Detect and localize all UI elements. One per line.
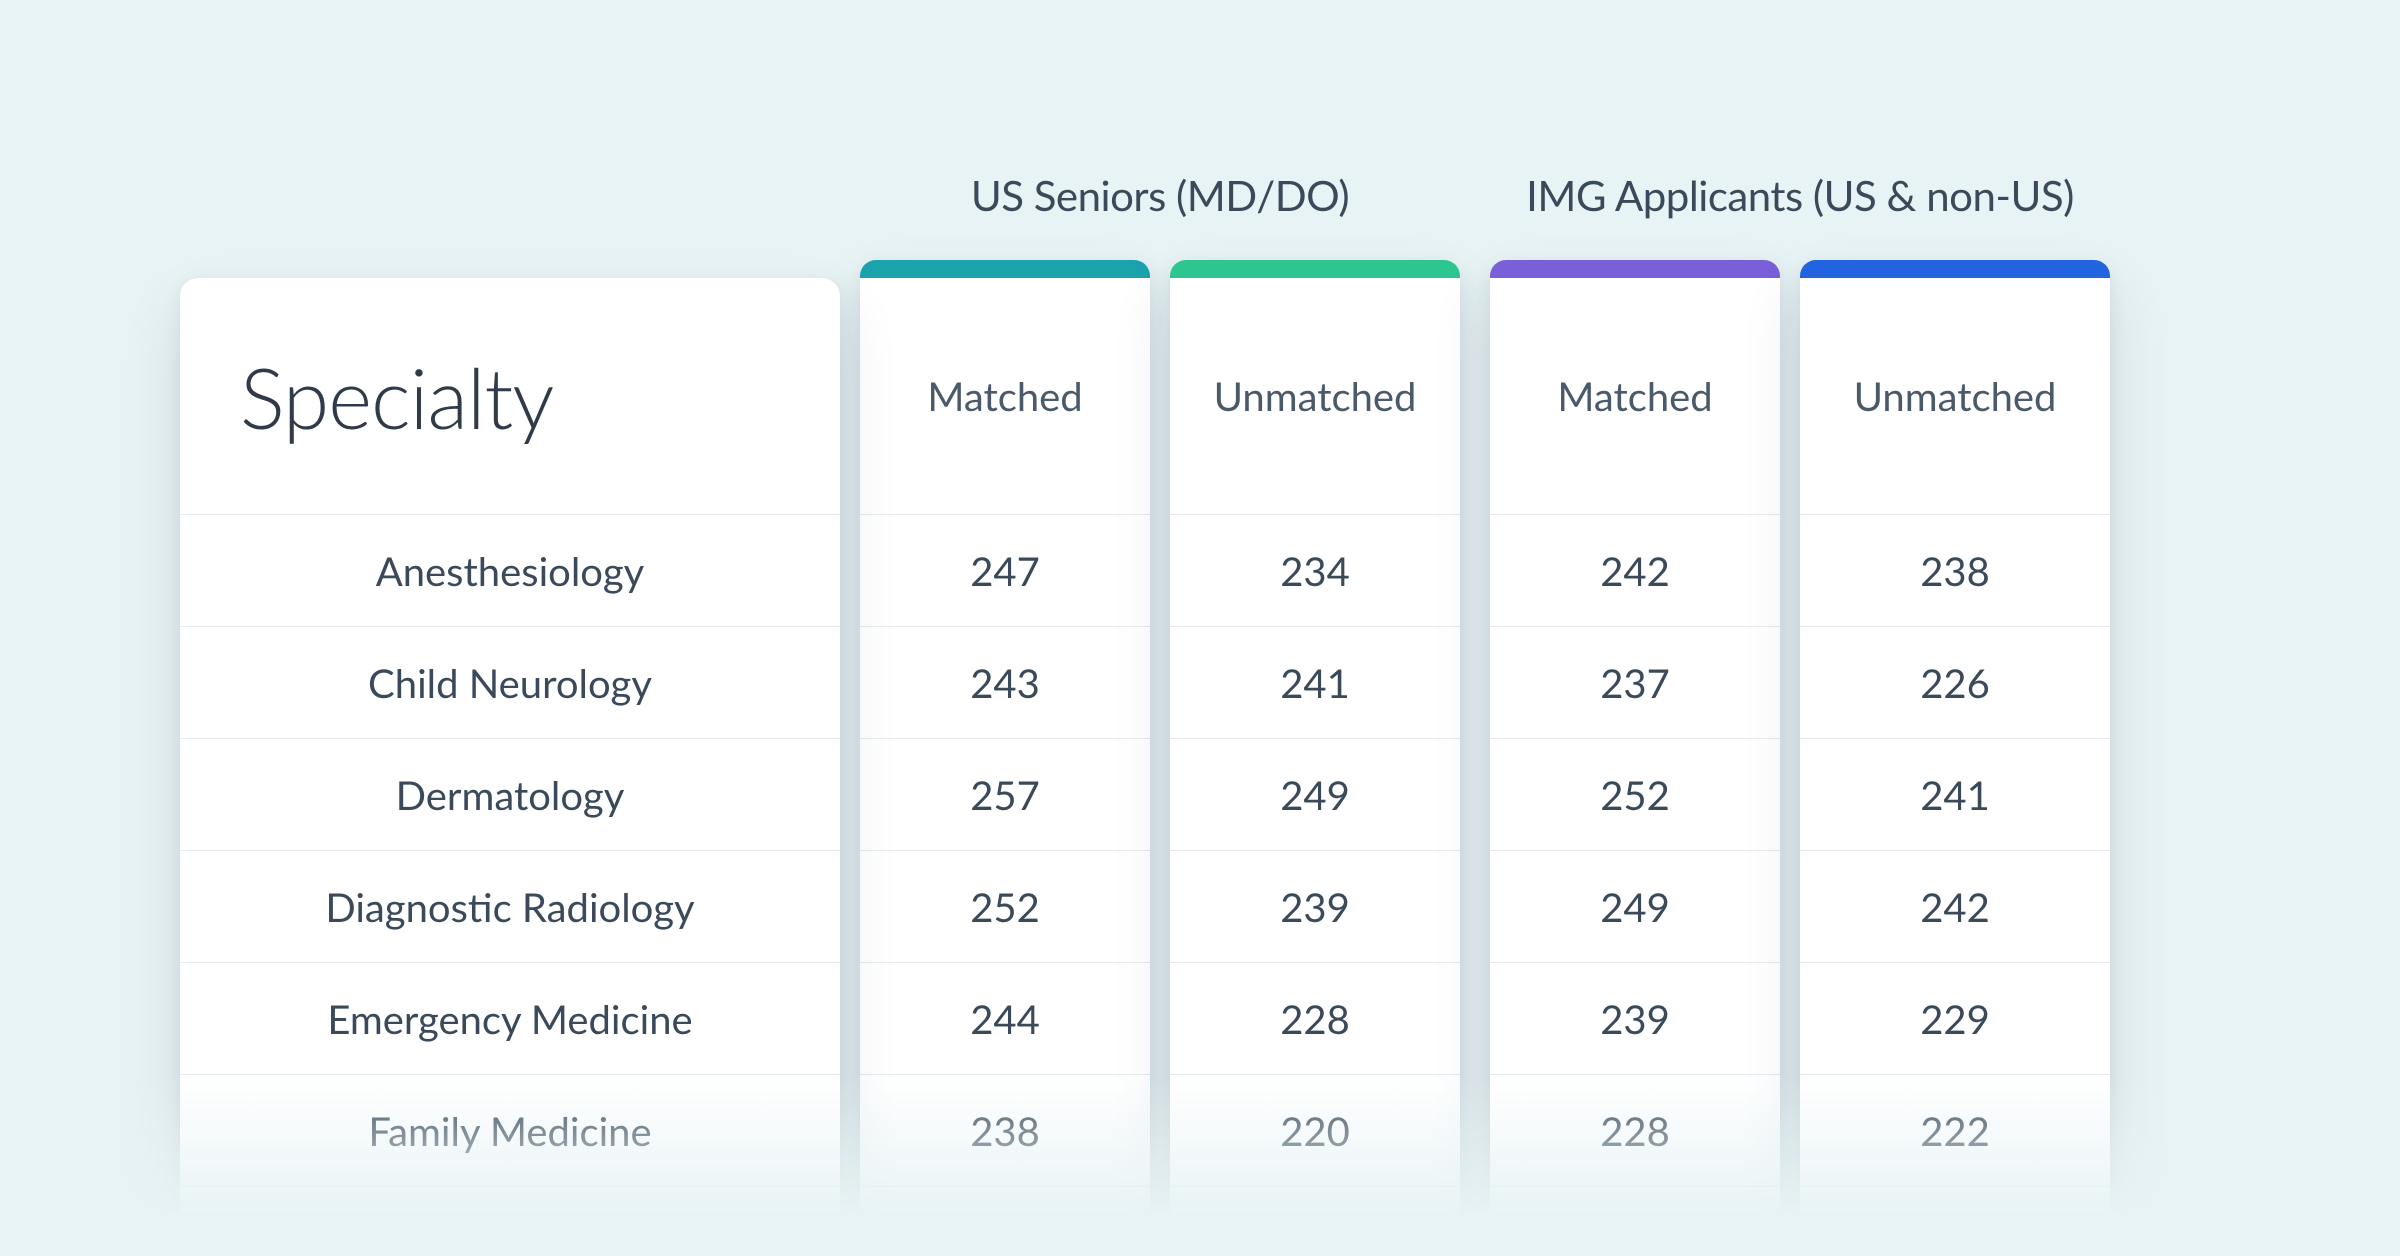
table-cell: 228 xyxy=(1170,962,1460,1074)
table-row-label: Dermatology xyxy=(180,738,840,850)
column-card: Matched 242 237 252 249 239 228 247 xyxy=(1490,260,1780,1256)
specialty-column-card: Specialty Anesthesiology Child Neurology… xyxy=(180,278,840,1256)
column-card: Unmatched 234 241 249 239 228 220 236 xyxy=(1170,260,1460,1256)
column-card: Matched 247 243 257 252 244 238 248 xyxy=(860,260,1150,1256)
column-group-header-img-applicants: IMG Applicants (US & non-US) xyxy=(1490,170,2110,220)
table-cell: 229 xyxy=(1800,962,2110,1074)
specialty-header: Specialty xyxy=(180,278,840,514)
column-header: Unmatched xyxy=(1800,278,2110,514)
table-cell: 243 xyxy=(860,626,1150,738)
column-header: Unmatched xyxy=(1170,278,1460,514)
table-cell: 248 xyxy=(860,1186,1150,1256)
table-cell: 241 xyxy=(1170,626,1460,738)
table-cell: 222 xyxy=(1800,1074,2110,1186)
column-header: Matched xyxy=(860,278,1150,514)
table-cell: 239 xyxy=(1490,962,1780,1074)
column-color-bar xyxy=(1800,260,2110,278)
column-color-bar xyxy=(860,260,1150,278)
column-group-header-us-seniors: US Seniors (MD/DO) xyxy=(860,170,1460,220)
table-cell: 249 xyxy=(1170,738,1460,850)
table-cell: 239 xyxy=(1800,1186,2110,1256)
table-cell: 242 xyxy=(1800,850,2110,962)
table-cell: 220 xyxy=(1170,1074,1460,1186)
table-cell: 238 xyxy=(860,1074,1150,1186)
table-cell: 244 xyxy=(860,962,1150,1074)
table-cell: 234 xyxy=(1170,514,1460,626)
table-cell: 226 xyxy=(1800,626,2110,738)
table-cell: 239 xyxy=(1170,850,1460,962)
table-row-label: Anesthesiology xyxy=(180,514,840,626)
column-header: Matched xyxy=(1490,278,1780,514)
table-row-label: Family Medicine xyxy=(180,1074,840,1186)
column-card: Unmatched 238 226 241 242 229 222 239 xyxy=(1800,260,2110,1256)
table-row-label: Child Neurology xyxy=(180,626,840,738)
table-cell: 249 xyxy=(1490,850,1780,962)
table-cell: 237 xyxy=(1490,626,1780,738)
table-row-label: Emergency Medicine xyxy=(180,962,840,1074)
table-cell: 238 xyxy=(1800,514,2110,626)
table-cell: 252 xyxy=(1490,738,1780,850)
table-cell: 247 xyxy=(860,514,1150,626)
table-cell: 236 xyxy=(1170,1186,1460,1256)
table-row-label: General Surgery xyxy=(180,1186,840,1256)
table-cell: 247 xyxy=(1490,1186,1780,1256)
table-cell: 228 xyxy=(1490,1074,1780,1186)
table-cell: 242 xyxy=(1490,514,1780,626)
table-cell: 257 xyxy=(860,738,1150,850)
table-row-label: Diagnostic Radiology xyxy=(180,850,840,962)
column-color-bar xyxy=(1170,260,1460,278)
table-cell: 252 xyxy=(860,850,1150,962)
table-cell: 241 xyxy=(1800,738,2110,850)
column-color-bar xyxy=(1490,260,1780,278)
table-container: US Seniors (MD/DO) IMG Applicants (US & … xyxy=(0,0,2400,1256)
